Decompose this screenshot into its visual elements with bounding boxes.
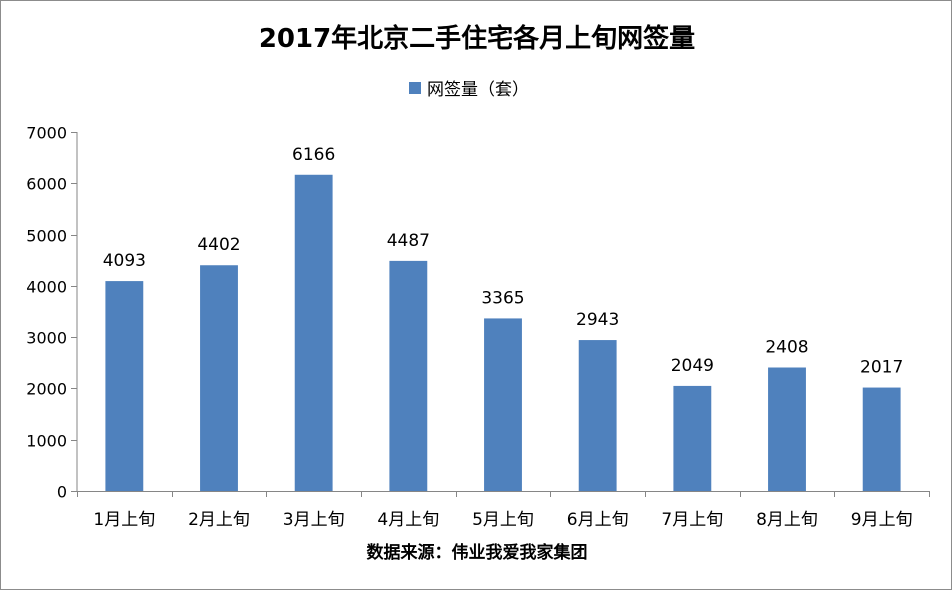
data-label: 2049 — [671, 356, 714, 376]
chart-title: 2017年北京二手住宅各月上旬网签量 — [259, 23, 695, 54]
x-tick-label: 2月上旬 — [188, 510, 250, 530]
x-tick-label: 4月上旬 — [377, 510, 439, 530]
data-label: 2943 — [576, 310, 619, 330]
bar — [484, 318, 522, 491]
data-label: 2408 — [765, 338, 808, 358]
data-label: 3365 — [481, 288, 524, 308]
bar — [105, 281, 144, 491]
data-labels: 4093 4402 6166 4487 3365 2943 2049 2408 2017 — [103, 145, 904, 378]
legend-label: 网签量（套） — [427, 80, 529, 100]
y-tick-label: 6000 — [26, 175, 67, 194]
bar — [768, 367, 806, 491]
y-tick-label: 7000 — [26, 124, 67, 143]
bars — [105, 174, 901, 492]
x-tick-label: 9月上旬 — [851, 510, 913, 530]
x-axis: 1月上旬 2月上旬 3月上旬 4月上旬 5月上旬 6月上旬 7月上旬 8月上旬 9月上旬 — [77, 491, 930, 530]
x-tick-label: 6月上旬 — [567, 510, 629, 530]
x-tick-label: 1月上旬 — [93, 510, 155, 530]
bar — [200, 265, 238, 491]
bar — [389, 260, 428, 491]
x-tick-label: 7月上旬 — [661, 510, 723, 530]
bar — [862, 387, 901, 491]
y-tick-label: 1000 — [26, 432, 67, 451]
y-axis: 0 1000 2000 3000 4000 5000 6000 7000 — [26, 124, 78, 502]
y-tick-label: 4000 — [26, 278, 67, 297]
data-label: 4487 — [387, 231, 430, 251]
y-tick-label: 0 — [57, 483, 67, 502]
x-tick-label: 5月上旬 — [472, 510, 534, 530]
legend-swatch — [409, 82, 421, 94]
data-label: 4402 — [197, 235, 240, 255]
bar — [673, 385, 712, 491]
source-note: 数据来源：伟业我爱我家集团 — [367, 542, 588, 563]
legend: 网签量（套） — [409, 80, 529, 100]
y-tick-label: 5000 — [26, 227, 67, 246]
x-tick-label: 3月上旬 — [283, 510, 345, 530]
y-tick-label: 3000 — [26, 329, 67, 348]
data-label: 6166 — [292, 145, 335, 165]
bar — [578, 340, 617, 491]
bar — [294, 174, 333, 492]
data-label: 2017 — [860, 358, 903, 378]
data-label: 4093 — [103, 251, 146, 271]
y-tick-label: 2000 — [26, 380, 67, 399]
x-tick-label: 8月上旬 — [756, 510, 818, 530]
